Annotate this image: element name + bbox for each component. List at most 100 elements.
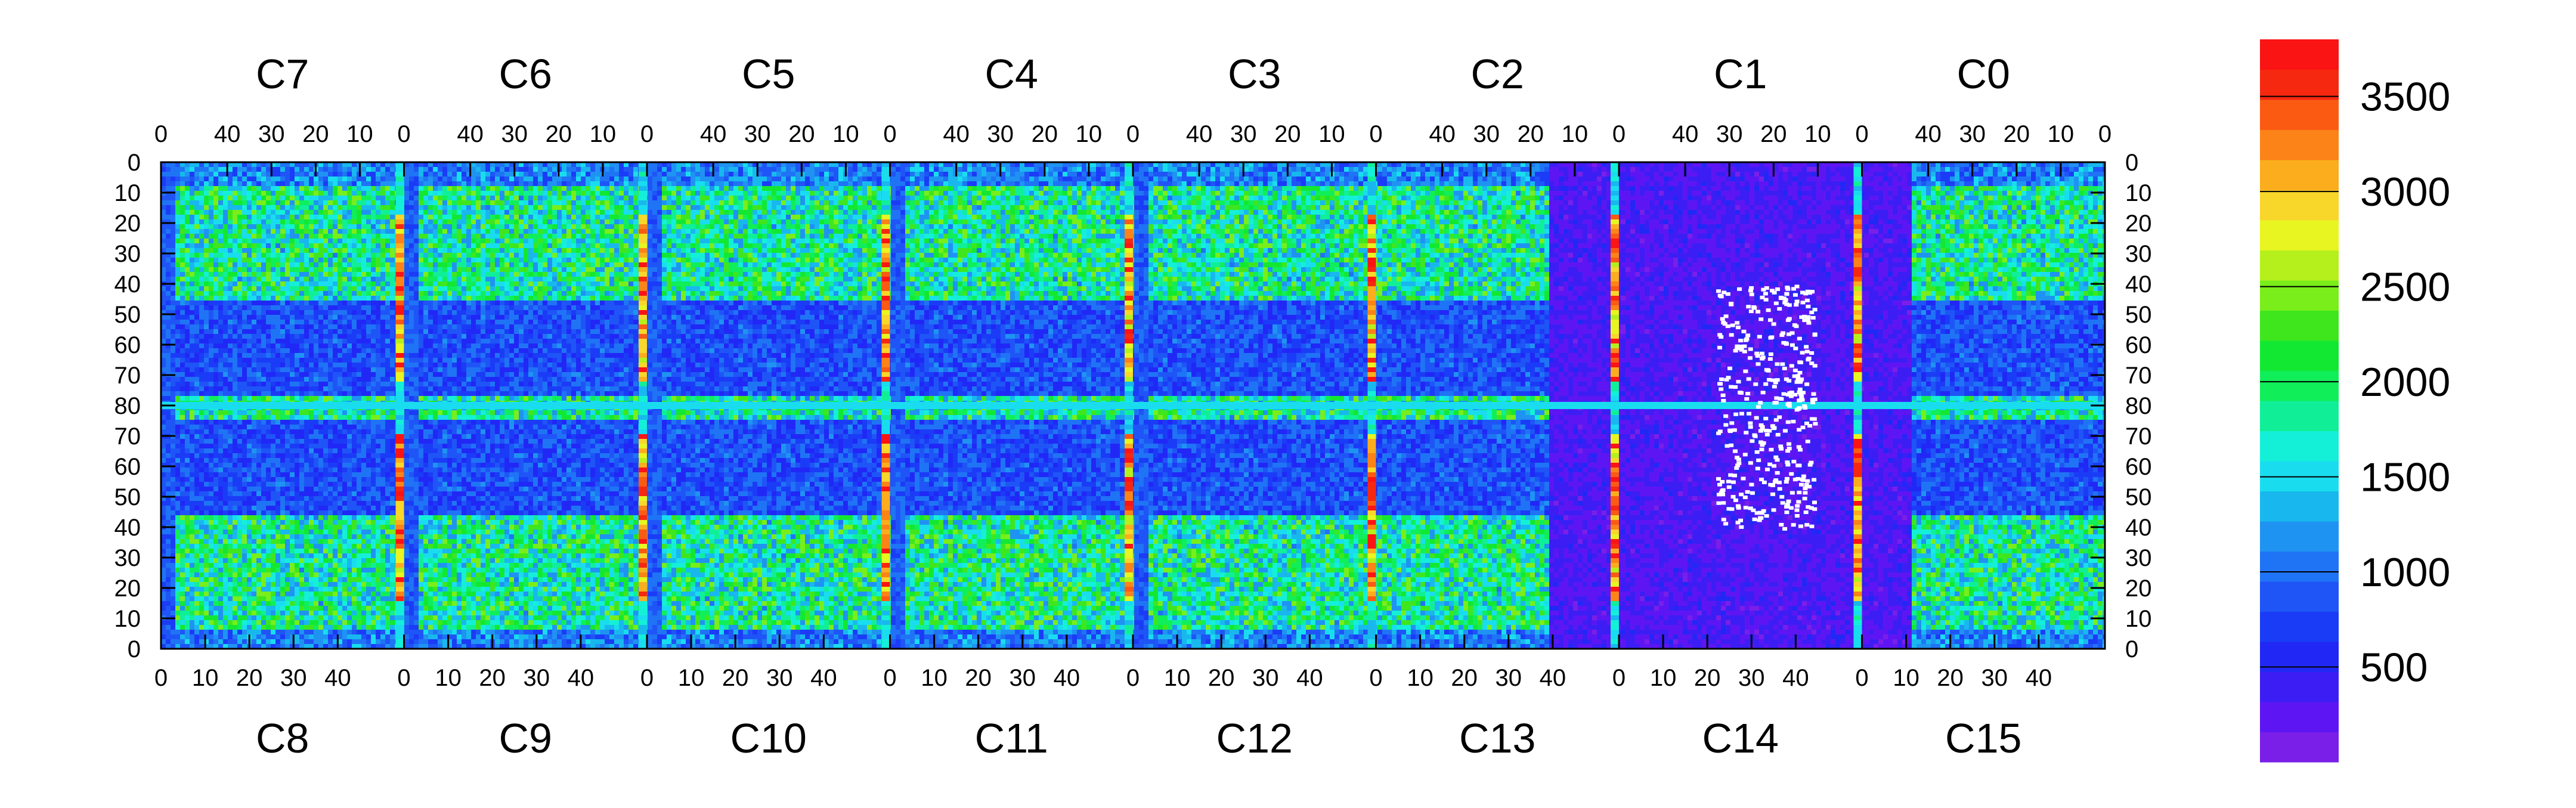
heatmap-cell [1735, 181, 1740, 186]
heatmap-cell [1974, 191, 1979, 196]
heatmap-cell [1654, 181, 1659, 186]
heatmap-cell [691, 162, 695, 167]
heatmap-cell [853, 210, 857, 215]
heatmap-cell [423, 210, 428, 215]
heatmap-cell [1583, 186, 1587, 191]
heatmap-cell [1959, 191, 1964, 196]
heatmap-cell [810, 162, 815, 167]
heatmap-cell [1134, 172, 1139, 177]
heatmap-cell [2041, 210, 2045, 215]
heatmap-cell [1549, 205, 1554, 210]
heatmap-cell [1530, 167, 1535, 172]
heatmap-cell [328, 191, 333, 196]
heatmap-cell [1492, 172, 1497, 177]
heatmap-cell [547, 191, 552, 196]
heatmap-cell [1678, 191, 1683, 196]
heatmap-cell [2012, 167, 2017, 172]
heatmap-cell [1845, 205, 1850, 210]
heatmap-cell [2103, 172, 2105, 177]
heatmap-cell [977, 186, 982, 191]
heatmap-cell [409, 162, 414, 167]
heatmap-cell [657, 210, 662, 215]
heatmap-cell [1702, 210, 1707, 215]
heatmap-cell [266, 172, 271, 177]
heatmap-cell [810, 181, 815, 186]
heatmap-cell [1082, 181, 1086, 186]
heatmap-cell [228, 210, 233, 215]
heatmap-cell [347, 181, 352, 186]
heatmap-cell [1344, 200, 1349, 205]
heatmap-cell [1249, 162, 1253, 167]
heatmap-cell [1916, 196, 1921, 200]
heatmap-cell [1792, 167, 1797, 172]
heatmap-cell [1916, 172, 1921, 177]
heatmap-cell [834, 215, 838, 219]
heatmap-cell [1435, 172, 1439, 177]
heatmap-cell [1630, 196, 1635, 200]
heatmap-cell [800, 186, 805, 191]
heatmap-cell [1406, 210, 1411, 215]
heatmap-cell [1039, 186, 1044, 191]
heatmap-cell [500, 205, 504, 210]
heatmap-cell [285, 210, 290, 215]
heatmap-cell [385, 210, 390, 215]
heatmap-cell [748, 162, 753, 167]
heatmap-cell [848, 172, 853, 177]
heatmap-cell [1750, 196, 1754, 200]
heatmap-cell [295, 186, 299, 191]
heatmap-cell [628, 219, 633, 224]
heatmap-cell [1172, 167, 1177, 172]
heatmap-cell [1936, 215, 1940, 219]
heatmap-cell [991, 196, 996, 200]
heatmap-cell [1659, 191, 1664, 196]
heatmap-cell [1730, 172, 1735, 177]
heatmap-cell [304, 219, 309, 224]
heatmap-cell [624, 219, 628, 224]
heatmap-cell [2088, 167, 2093, 172]
heatmap-cell [1869, 210, 1874, 215]
heatmap-cell [829, 196, 834, 200]
heatmap-cell [1959, 167, 1964, 172]
heatmap-cell [948, 205, 953, 210]
heatmap-cell [452, 215, 457, 219]
heatmap-cell [1463, 186, 1468, 191]
heatmap-cell [1148, 167, 1153, 172]
heatmap-cell [1177, 186, 1182, 191]
heatmap-cell [691, 205, 695, 210]
heatmap-cell [595, 162, 600, 167]
heatmap-cell [633, 186, 638, 191]
heatmap-cell [1597, 210, 1602, 215]
heatmap-cell [1430, 200, 1435, 205]
heatmap-cell [2012, 205, 2017, 210]
heatmap-cell [194, 167, 199, 172]
heatmap-cell [414, 162, 419, 167]
heatmap-cell [1449, 181, 1454, 186]
heatmap-cell [1979, 181, 1983, 186]
heatmap-cell [1959, 210, 1964, 215]
heatmap-cell [1587, 167, 1592, 172]
heatmap-cell [419, 219, 423, 224]
heatmap-cell [190, 215, 194, 219]
heatmap-cell [1196, 215, 1201, 219]
heatmap-cell [1082, 162, 1086, 167]
heatmap-cell [1258, 186, 1263, 191]
heatmap-cell [452, 172, 457, 177]
heatmap-cell [1702, 177, 1707, 181]
heatmap-cell [1296, 186, 1301, 191]
heatmap-cell [1048, 181, 1053, 186]
heatmap-cell [624, 177, 628, 181]
heatmap-cell [1563, 172, 1568, 177]
heatmap-cell [1759, 210, 1764, 215]
heatmap-cell [266, 177, 271, 181]
heatmap-cell [829, 186, 834, 191]
heatmap-cell [280, 172, 285, 177]
heatmap-cell [972, 196, 977, 200]
heatmap-cell [1897, 191, 1902, 196]
heatmap-cell [762, 200, 767, 205]
heatmap-cell [891, 200, 896, 205]
heatmap-cell [848, 210, 853, 215]
heatmap-cell [1144, 196, 1148, 200]
heatmap-cell [2031, 191, 2036, 196]
heatmap-cell [958, 200, 962, 205]
heatmap-cell [1993, 186, 1998, 191]
